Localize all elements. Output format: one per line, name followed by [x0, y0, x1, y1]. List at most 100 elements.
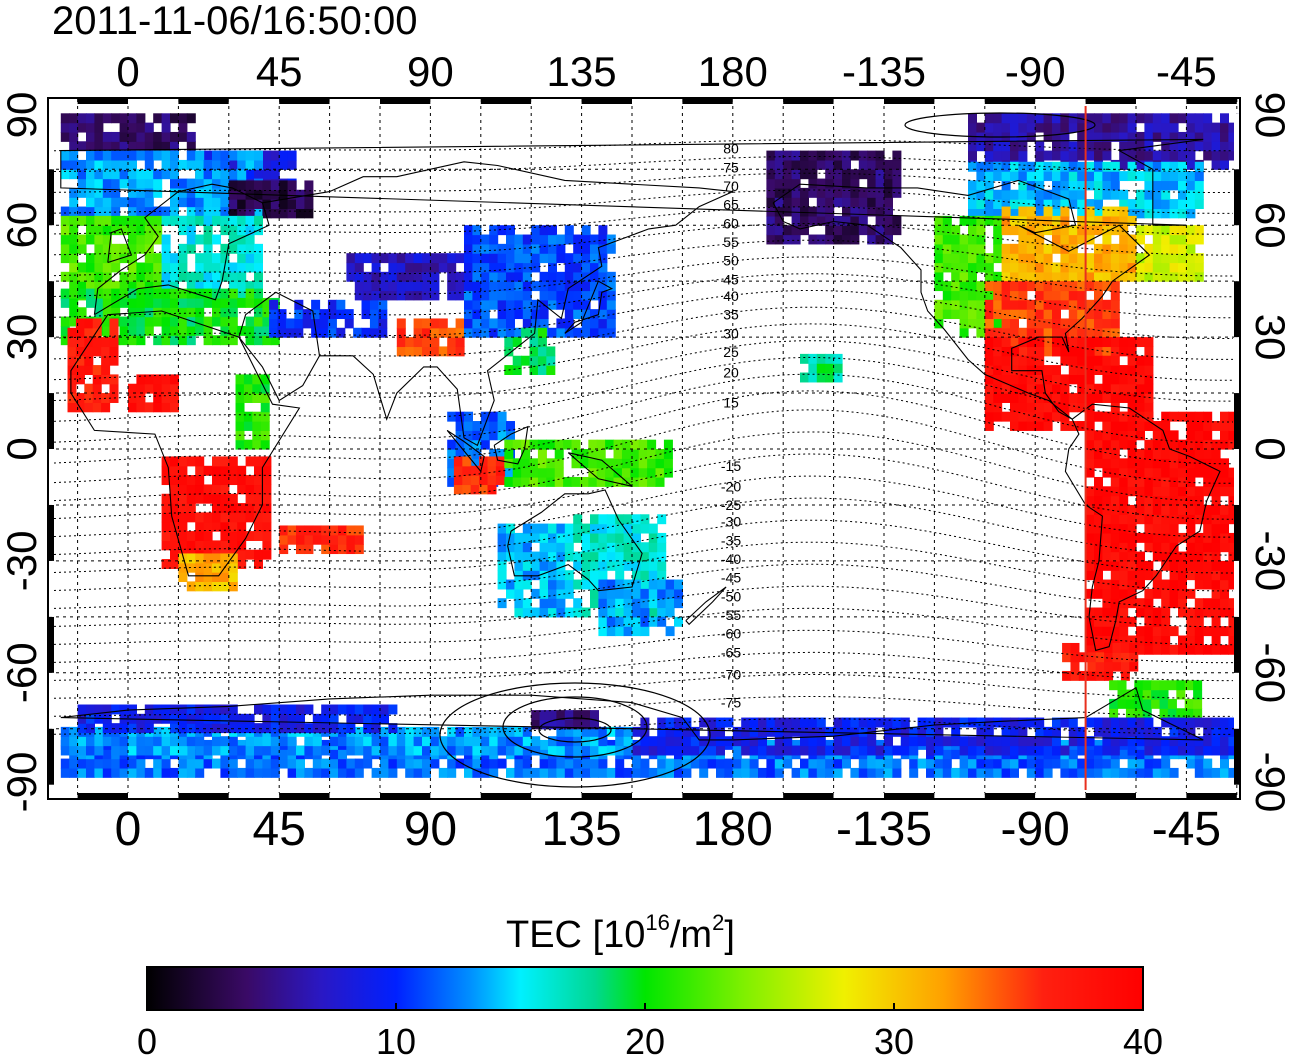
- contour-line: [48, 390, 1233, 465]
- axis-bar-segment: [329, 99, 380, 104]
- tec-region: [497, 523, 566, 618]
- colorbar-tick-label: 10: [376, 1021, 416, 1057]
- contour-label: -75: [721, 695, 741, 711]
- contour-label: -30: [721, 514, 741, 530]
- axis-bar-segment: [581, 99, 632, 104]
- axis-bar-segment: [1234, 113, 1239, 170]
- axis-bar-segment: [77, 99, 128, 104]
- colorbar-title-unit: /m: [670, 914, 712, 956]
- lat-tick-label: 0: [1247, 437, 1292, 460]
- contour-line: [48, 373, 1233, 444]
- lat-tick-label: -30: [1247, 531, 1292, 592]
- axis-bar-segment: [682, 793, 733, 798]
- axis-bar-segment: [1136, 793, 1187, 798]
- axis-bar-segment: [279, 99, 330, 104]
- axis-bar-segment: [1085, 99, 1136, 104]
- contour-line: [48, 356, 1233, 423]
- coastline: [772, 179, 1151, 420]
- lat-tick-label: -90: [1247, 752, 1292, 813]
- lon-tick-label: 135: [542, 803, 622, 856]
- lon-tick-label: 45: [256, 48, 303, 95]
- lat-tick-label: -30: [0, 531, 45, 592]
- axis-bar-segment: [49, 728, 54, 785]
- contour-label: -70: [721, 667, 741, 683]
- axis-bar-segment: [682, 99, 733, 104]
- contour-line: [439, 682, 711, 788]
- axis-bar-segment: [1234, 225, 1239, 282]
- axis-bar-segment: [49, 225, 54, 282]
- lon-tick-label: -135: [836, 803, 932, 856]
- axis-bar-segment: [1136, 99, 1187, 104]
- coastline: [107, 228, 133, 264]
- contour-label: 45: [723, 271, 739, 287]
- axis-bar-segment: [1085, 793, 1136, 798]
- axis-bar-segment: [1234, 560, 1239, 617]
- axis-bar-segment: [632, 793, 683, 798]
- contour-line: [48, 431, 1234, 502]
- contour-label: 30: [723, 325, 739, 341]
- contour-label: -65: [721, 644, 741, 660]
- lat-tick-label: 0: [0, 437, 45, 460]
- contour-label: 15: [723, 394, 739, 410]
- axis-bar-segment: [49, 169, 54, 226]
- coastline: [319, 191, 734, 447]
- axis-bar-segment: [884, 99, 935, 104]
- lon-tick-label: -45: [1152, 803, 1221, 856]
- lat-tick-label: 90: [1247, 92, 1292, 139]
- axis-bar-segment: [1234, 504, 1239, 561]
- tec-region: [766, 150, 902, 245]
- tec-region: [984, 337, 1154, 431]
- axis-bar-segment: [49, 337, 54, 394]
- tec-region: [464, 225, 616, 338]
- map-frame: [47, 97, 1241, 800]
- tec-region: [161, 456, 272, 569]
- contour-line: [48, 340, 1233, 402]
- lon-tick-label: 0: [115, 803, 142, 856]
- axis-bar-segment: [1186, 99, 1237, 104]
- contour-line: [48, 674, 1233, 699]
- axis-bar-segment: [49, 504, 54, 561]
- axis-bar-segment: [581, 793, 632, 798]
- axis-bar-segment: [1234, 449, 1239, 505]
- lon-tick-label: 180: [698, 48, 768, 95]
- tec-region: [598, 579, 683, 637]
- contour-label: 75: [723, 159, 739, 175]
- tec-region: [269, 299, 388, 338]
- tec-region: [235, 374, 270, 450]
- coastline: [493, 425, 529, 465]
- tec-region: [1001, 206, 1137, 282]
- lat-lon-grid: [49, 99, 1239, 798]
- contour-line: [904, 112, 1096, 138]
- axis-bar-segment: [833, 99, 884, 104]
- tec-region: [531, 710, 599, 730]
- axis-bar-segment: [380, 793, 431, 798]
- tec-region: [800, 353, 843, 383]
- contour-label: 70: [723, 178, 739, 194]
- axis-bar-segment: [228, 99, 280, 104]
- axis-bar-segment: [531, 793, 582, 798]
- colorbar-title-end: ]: [724, 914, 735, 956]
- lat-tick-label: -60: [1247, 642, 1292, 703]
- axis-bar-segment: [228, 793, 280, 798]
- lat-tick-label: 30: [0, 314, 45, 361]
- coastline: [60, 686, 1204, 741]
- contour-label: 80: [723, 141, 739, 157]
- contour-line: [48, 651, 1233, 682]
- axis-bar-segment: [279, 793, 330, 798]
- axis-bar-segment: [128, 793, 179, 798]
- lon-tick-label: 45: [253, 803, 306, 856]
- contour-line: [538, 717, 612, 743]
- lat-tick-label: 60: [1247, 202, 1292, 249]
- axis-bar-segment: [1234, 337, 1239, 394]
- tec-region: [161, 215, 263, 301]
- axis-bar-segment: [1234, 728, 1239, 785]
- colorbar-tick-label: 0: [137, 1021, 157, 1057]
- tec-region: [128, 374, 179, 413]
- axis-tick-bars: [49, 99, 1239, 798]
- timestamp-title: 2011-11-06/16:50:00: [52, 0, 418, 43]
- contour-label: -15: [721, 458, 741, 474]
- lon-tick-label: -90: [1005, 48, 1066, 95]
- colorbar-tick-label: 20: [625, 1021, 665, 1057]
